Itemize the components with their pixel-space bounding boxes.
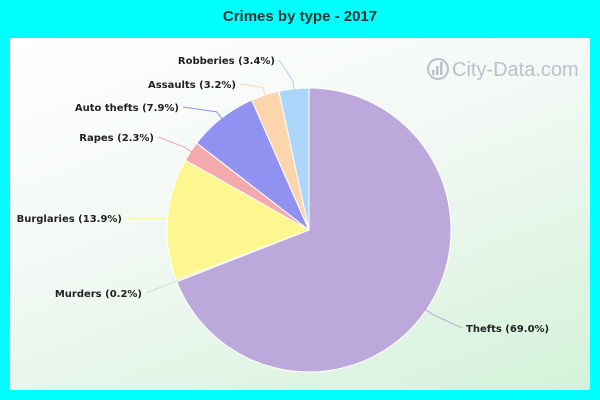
leader-line xyxy=(422,307,463,329)
slice-label: Rapes (2.3%) xyxy=(79,133,154,144)
leader-line xyxy=(125,217,172,220)
slice-label: Burglaries (13.9%) xyxy=(17,214,122,225)
leader-line xyxy=(239,83,267,99)
slice-label: Auto thefts (7.9%) xyxy=(75,103,179,114)
leader-line xyxy=(157,136,195,155)
leader-line xyxy=(278,59,295,93)
watermark-text: City-Data.com xyxy=(452,59,579,81)
leader-line xyxy=(182,106,225,122)
watermark: City-Data.com xyxy=(427,58,579,81)
slice-label: Assaults (3.2%) xyxy=(148,80,236,91)
chart-title: Crimes by type - 2017 xyxy=(222,8,378,25)
slice-label: Thefts (69.0%) xyxy=(466,324,549,335)
slice-label: Robberies (3.4%) xyxy=(178,56,275,67)
leader-line xyxy=(145,278,181,294)
slice-label: Murders (0.2%) xyxy=(55,289,142,300)
city-data-logo-icon xyxy=(427,58,449,80)
